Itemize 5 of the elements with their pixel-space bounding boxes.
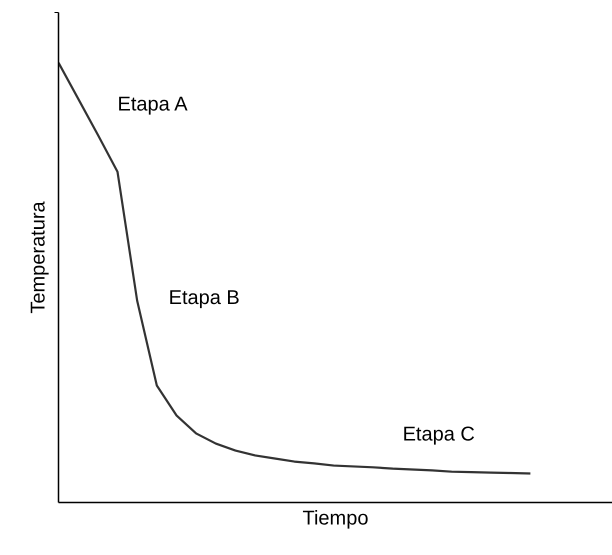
x-axis-title: Tiempo [302,508,368,530]
annotation: Etapa C [402,423,475,446]
annotation: Etapa B [168,286,240,309]
annotation: Etapa A [117,93,188,116]
y-axis-title: Temperatura [28,200,50,314]
